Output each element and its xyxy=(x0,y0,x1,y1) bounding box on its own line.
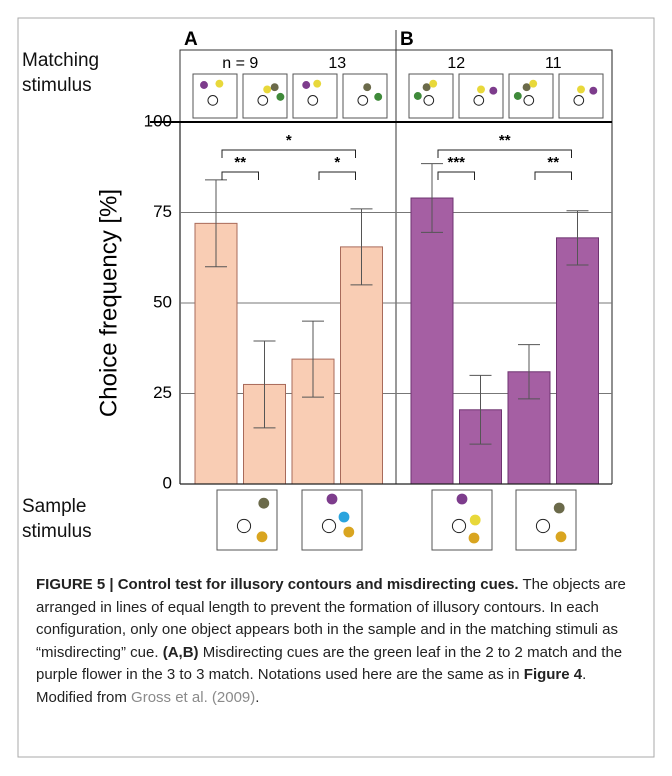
stimulus-object xyxy=(522,83,531,92)
significance-bracket xyxy=(221,149,356,158)
stimulus-object xyxy=(258,497,270,509)
bar xyxy=(410,197,454,485)
significance-bracket xyxy=(437,171,475,180)
stimulus-circle xyxy=(357,95,369,106)
stimulus-object xyxy=(555,531,567,543)
stimulus-object xyxy=(363,83,372,92)
stimulus-circle xyxy=(535,518,551,534)
stimulus-object xyxy=(529,79,538,88)
stimulus-object xyxy=(477,85,485,94)
stimulus-object xyxy=(374,92,383,101)
caption: FIGURE 5 | Control test for illusory con… xyxy=(36,574,642,709)
bar xyxy=(556,237,599,485)
stimulus-box xyxy=(192,73,238,119)
stimulus-circle xyxy=(523,95,535,106)
significance-label: * xyxy=(334,154,340,171)
caption-ref: Figure 4 xyxy=(523,666,583,683)
stimulus-object xyxy=(456,493,468,505)
stimulus-object xyxy=(302,81,311,89)
caption-ref: (A,B) xyxy=(162,643,199,661)
stimulus-object xyxy=(577,85,585,94)
panel-title: B xyxy=(400,29,414,50)
significance-label: ** xyxy=(234,154,246,171)
stimulus-object xyxy=(263,85,272,94)
panel-title: A xyxy=(184,29,198,50)
caption-text: . xyxy=(255,688,260,706)
stimulus-object xyxy=(200,81,208,89)
significance-label: ** xyxy=(547,154,559,171)
stimulus-object xyxy=(422,83,431,92)
stimulus-object xyxy=(276,92,285,101)
stimulus-circle xyxy=(207,95,219,106)
significance-bracket xyxy=(437,149,572,158)
significance-label: *** xyxy=(447,154,465,171)
stimulus-object xyxy=(343,526,355,538)
stimulus-object xyxy=(468,532,480,544)
stimulus-circle xyxy=(423,95,435,106)
stimulus-circle xyxy=(307,95,319,106)
y-axis-label: Choice frequency [%] xyxy=(95,189,122,417)
y-tick-label: 25 xyxy=(153,383,172,402)
group-label: n = 9 xyxy=(222,55,258,72)
y-tick-label: 0 xyxy=(163,473,172,492)
caption-label: FIGURE 5 | Control test for illusory con… xyxy=(36,576,519,593)
group-label: 11 xyxy=(545,55,562,72)
y-tick-label: 75 xyxy=(153,202,172,221)
stimulus-circle xyxy=(236,518,252,534)
stimulus-object xyxy=(413,92,422,100)
stimulus-object xyxy=(215,79,224,88)
stimulus-object xyxy=(553,502,565,514)
stimulus-box xyxy=(558,73,604,119)
significance-bracket xyxy=(318,171,356,180)
row-label: Sample stimulus xyxy=(22,496,92,542)
stimulus-object xyxy=(589,86,598,95)
stimulus-object xyxy=(513,92,522,100)
caption-text: The objects are arranged in lines of equ… xyxy=(36,576,626,661)
significance-label: * xyxy=(286,132,292,149)
row-label: Matching stimulus xyxy=(22,50,100,96)
stimulus-object xyxy=(270,83,279,92)
y-tick-label: 50 xyxy=(153,292,172,311)
stimulus-circle xyxy=(451,518,467,534)
significance-label: ** xyxy=(499,132,511,149)
stimulus-object xyxy=(313,79,322,88)
stimulus-object xyxy=(338,511,350,523)
stimulus-object xyxy=(326,493,338,505)
group-label: 12 xyxy=(447,55,465,72)
y-tick-label: 100 xyxy=(144,111,172,130)
stimulus-object xyxy=(429,79,438,88)
stimulus-circle xyxy=(573,95,585,106)
significance-bracket xyxy=(534,171,572,180)
bar xyxy=(340,246,383,485)
stimulus-object xyxy=(489,86,498,95)
significance-bracket xyxy=(221,171,259,180)
stimulus-circle xyxy=(321,518,337,534)
figure-border xyxy=(17,17,655,758)
stimulus-object xyxy=(469,514,481,526)
citation: Gross et al. (2009) xyxy=(131,688,256,706)
caption-text: . Modified from xyxy=(36,666,587,706)
stimulus-object xyxy=(256,531,268,543)
stimulus-circle xyxy=(473,95,485,106)
stimulus-circle xyxy=(257,95,269,106)
group-label: 13 xyxy=(328,55,346,72)
caption-text: Misdirecting cues are the green leaf in … xyxy=(36,643,623,684)
